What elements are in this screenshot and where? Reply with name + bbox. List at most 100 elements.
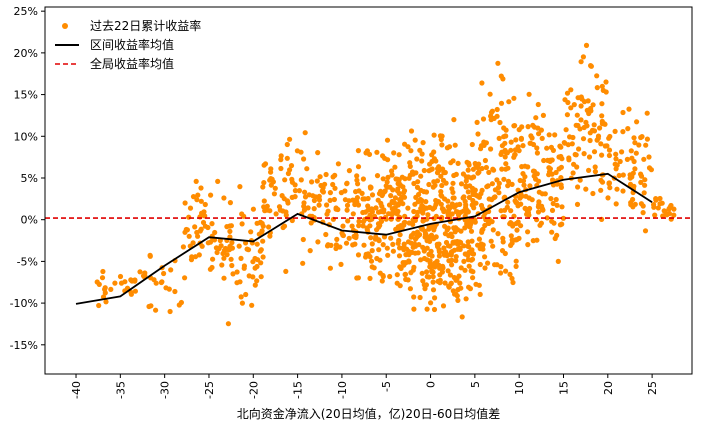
scatter-point <box>368 258 375 264</box>
legend-label-dashed: 全局收益率均值 <box>90 56 174 71</box>
scatter-point <box>388 193 394 199</box>
x-tick-label: 5 <box>469 381 482 388</box>
scatter-point <box>261 162 267 168</box>
scatter-point <box>302 130 308 136</box>
scatter-point <box>260 238 266 244</box>
scatter-point <box>488 109 495 116</box>
scatter-point <box>408 148 414 154</box>
scatter-point <box>450 240 456 246</box>
scatter-point <box>300 260 306 266</box>
scatter-point <box>641 190 647 196</box>
scatter-point <box>327 265 333 271</box>
scatter-point <box>188 257 195 263</box>
scatter-point <box>411 306 417 312</box>
scatter-point <box>472 219 478 225</box>
scatter-point <box>632 166 638 172</box>
scatter-point <box>396 190 402 196</box>
scatter-point <box>338 261 344 267</box>
scatter-point <box>553 196 559 203</box>
scatter-point <box>195 192 201 198</box>
scatter-point <box>369 192 376 198</box>
scatter-point <box>546 169 553 175</box>
scatter-point <box>128 291 134 297</box>
scatter-point <box>592 164 598 170</box>
y-tick-label: 25% <box>14 5 38 18</box>
scatter-point <box>218 243 224 249</box>
scatter-point <box>448 252 454 258</box>
scatter-point <box>476 236 482 242</box>
scatter-point <box>209 221 215 227</box>
scatter-point <box>445 243 452 249</box>
scatter-point <box>408 128 415 134</box>
scatter-point <box>372 236 378 242</box>
scatter-point <box>477 291 483 297</box>
scatter-point <box>266 224 272 230</box>
scatter-point <box>407 286 413 292</box>
scatter-point <box>599 179 606 185</box>
scatter-point <box>368 185 374 191</box>
scatter-point <box>605 195 611 201</box>
scatter-point <box>379 192 385 199</box>
scatter-point <box>428 167 434 173</box>
scatter-point <box>563 127 569 133</box>
scatter-point <box>249 302 255 308</box>
scatter-point <box>296 188 302 194</box>
scatter-point <box>198 185 204 191</box>
scatter-point <box>360 176 366 182</box>
scatter-point <box>548 196 554 202</box>
scatter-point <box>468 228 475 234</box>
scatter-point <box>492 262 498 268</box>
scatter-point <box>603 79 609 85</box>
scatter-point <box>583 186 589 192</box>
scatter-point <box>508 233 514 239</box>
scatter-point <box>411 294 417 300</box>
scatter-point <box>520 171 526 177</box>
scatter-point <box>490 227 496 233</box>
scatter-point <box>449 262 455 268</box>
x-tick-label: 0 <box>425 381 438 388</box>
scatter-point <box>476 194 482 200</box>
scatter-point <box>401 262 407 268</box>
scatter-point <box>396 253 403 259</box>
scatter-point <box>371 265 377 271</box>
scatter-point <box>192 254 199 260</box>
scatter-point <box>467 286 473 292</box>
scatter-point <box>479 205 486 212</box>
scatter-point <box>485 260 491 266</box>
scatter-point <box>397 197 403 203</box>
scatter-point <box>599 101 605 107</box>
scatter-point <box>508 242 514 248</box>
scatter-point <box>449 186 455 192</box>
scatter-point <box>552 132 558 138</box>
scatter-point <box>499 248 506 254</box>
scatter-point <box>282 177 288 183</box>
scatter-point <box>258 247 264 253</box>
scatter-point <box>367 223 373 229</box>
scatter-point <box>462 225 468 231</box>
scatter-point <box>224 224 230 230</box>
scatter-point <box>526 212 532 218</box>
y-tick-label: 10% <box>14 130 38 143</box>
scatter-point <box>252 265 258 271</box>
scatter-point <box>221 255 227 261</box>
scatter-point <box>547 157 553 163</box>
scatter-point <box>580 54 587 60</box>
scatter-point <box>511 95 517 101</box>
scatter-point <box>626 106 632 112</box>
scatter-point <box>238 294 244 300</box>
scatter-point <box>260 184 266 190</box>
scatter-point <box>331 196 337 203</box>
scatter-point <box>264 207 270 213</box>
scatter-point <box>503 161 509 167</box>
scatter-point <box>544 215 550 221</box>
scatter-point <box>451 172 457 179</box>
scatter-point <box>381 207 387 213</box>
scatter-point <box>437 133 443 139</box>
scatter-point <box>283 268 289 274</box>
scatter-point <box>281 223 288 229</box>
scatter-point <box>324 202 330 208</box>
scatter-point <box>419 158 425 164</box>
scatter-point <box>391 150 397 156</box>
scatter-point <box>311 206 317 212</box>
scatter-point <box>451 204 457 210</box>
